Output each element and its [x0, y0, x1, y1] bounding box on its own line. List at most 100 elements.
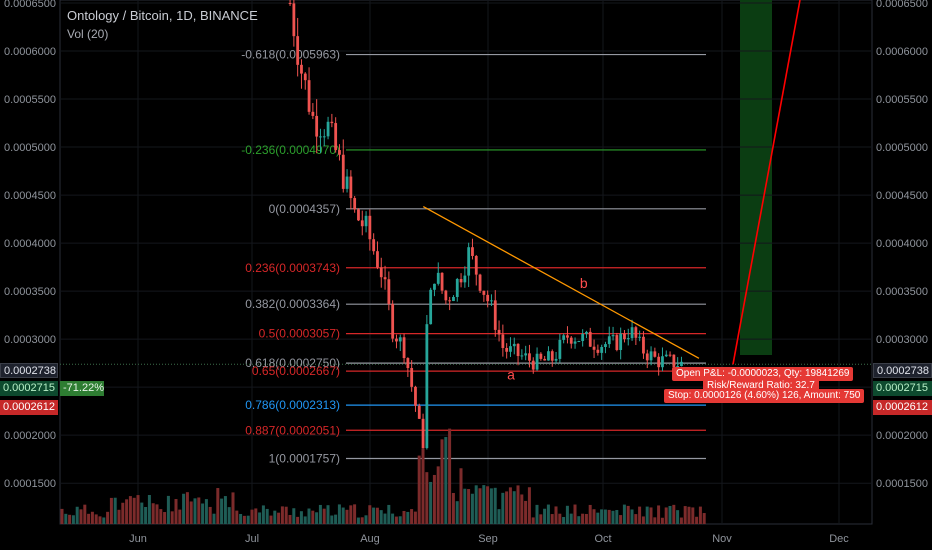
volume-bar [60, 508, 64, 524]
volume-bar [315, 512, 319, 524]
candle-body [596, 349, 600, 353]
volume-bar [193, 498, 197, 524]
volume-bar [128, 496, 132, 524]
candle-body [581, 333, 585, 342]
y-tick-label-left: 0.0001500 [4, 478, 56, 490]
volume-bar [337, 504, 341, 524]
candle-body [566, 335, 569, 338]
volume-bar [645, 506, 649, 524]
volume-bar [520, 494, 524, 524]
candle-body [661, 356, 664, 368]
volume-bar [318, 504, 322, 524]
fib-level-label: 0.887(0.0002051) [245, 423, 340, 437]
volume-bar [379, 510, 383, 524]
candle-body [467, 247, 471, 276]
volume-bar [330, 515, 334, 524]
candle-body [501, 334, 505, 348]
candle-body [649, 351, 653, 361]
volume-bar [311, 510, 315, 524]
candle-body [509, 346, 512, 352]
volume-bar [75, 506, 79, 524]
left-change-badge: -71.22% [60, 381, 104, 396]
volume-bar [239, 513, 243, 524]
volume-bar [592, 509, 596, 524]
candle-body [452, 296, 455, 302]
volume-bar [482, 485, 486, 524]
candle-body [360, 220, 364, 227]
plot-area[interactable] [59, 0, 873, 525]
resistance-trendline[interactable] [422, 206, 700, 359]
volume-bar [630, 509, 634, 524]
candle-body [562, 335, 566, 340]
candle-body [676, 366, 680, 368]
x-tick-label: Aug [360, 533, 380, 545]
volume-bar [489, 488, 493, 524]
left-stop-price-tag: 0.0002612 [0, 400, 58, 415]
fib-level-label: -0.236(0.0004970) [241, 143, 340, 157]
volume-bar [451, 492, 455, 524]
candle-body [436, 272, 440, 284]
candle-body [372, 239, 376, 252]
candle-body [379, 267, 383, 278]
volume-bar [212, 513, 216, 524]
volume-bar [250, 509, 254, 524]
candle-body [531, 360, 535, 370]
volume-bar [189, 501, 193, 524]
position-stop-label[interactable]: Stop: 0.0000126 (4.60%) 126, Amount: 750 [664, 389, 865, 403]
candle-body [338, 150, 341, 155]
position-pnl-label[interactable]: Open P&L: -0.0000023, Qty: 19841269 [672, 367, 854, 381]
candle-body [433, 283, 436, 290]
volume-bar [432, 474, 436, 524]
volume-bar [242, 515, 246, 524]
candle-body [490, 300, 493, 302]
candle-body [653, 351, 657, 357]
volume-bar [375, 507, 379, 524]
volume-bar [364, 515, 368, 524]
candle-body [626, 338, 630, 340]
volume-bar [668, 505, 672, 524]
volume-bar [178, 509, 182, 524]
y-tick-label-left: 0.0004000 [4, 238, 56, 250]
volume-bar [512, 491, 516, 524]
candle-body [334, 123, 338, 151]
volume-bar [387, 504, 391, 524]
candle-body [604, 344, 607, 348]
volume-bar [516, 485, 520, 524]
candle-body [615, 335, 619, 351]
volume-bar [220, 498, 224, 524]
volume-bar [151, 503, 155, 524]
volume-bar [90, 511, 94, 524]
candle-body [573, 341, 577, 344]
candle-body [524, 353, 528, 356]
left-mid-price-tag: 0.0002715 [0, 381, 58, 396]
candle-body [516, 343, 520, 357]
volume-bar [603, 509, 607, 524]
volume-bar [368, 505, 372, 524]
candle-body [319, 136, 322, 138]
volume-bar [672, 504, 676, 524]
volume-bar [406, 511, 410, 524]
volume-bar [170, 511, 174, 524]
volume-bar [611, 510, 615, 524]
fib-level-label: 0.65(0.0002667) [252, 364, 340, 378]
volume-bar [653, 517, 657, 524]
volume-bar [486, 486, 490, 524]
candle-body [429, 289, 433, 325]
target-projection-line[interactable] [732, 0, 801, 365]
y-tick-label-left: 0.0004500 [4, 190, 56, 202]
volume-bar [182, 493, 186, 524]
volume-bar [577, 516, 581, 524]
candle-body [630, 327, 634, 339]
volume-bar [326, 505, 330, 524]
volume-indicator-label[interactable]: Vol (20) [67, 27, 109, 41]
candle-body [619, 333, 623, 351]
volume-bar [584, 513, 588, 524]
volume-bar [208, 506, 212, 524]
volume-bar [204, 499, 208, 524]
candle-body [395, 338, 398, 342]
volume-bar [345, 509, 349, 524]
candle-body [421, 418, 425, 449]
volume-bar [155, 504, 159, 524]
volume-bar [421, 448, 425, 524]
